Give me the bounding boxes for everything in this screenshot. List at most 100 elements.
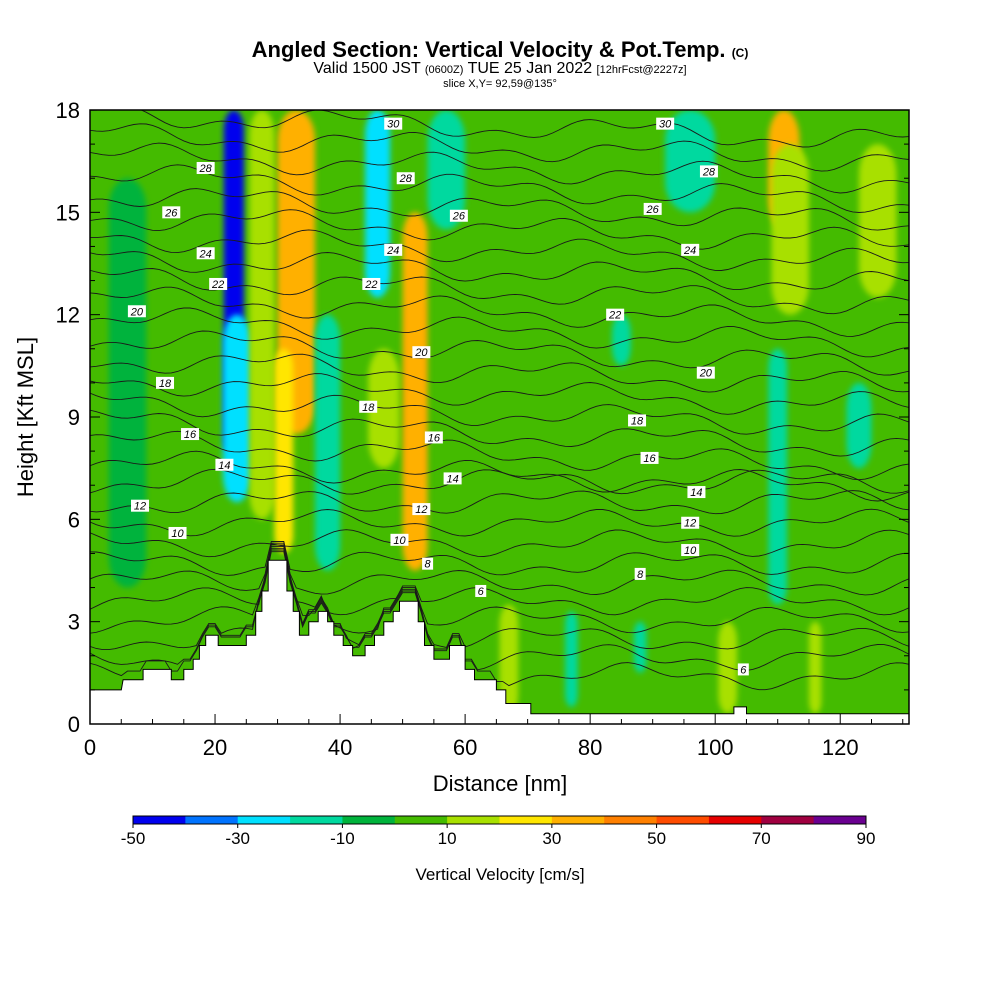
- velocity-cell-1: [222, 314, 251, 503]
- isotherm-label-24: 14: [446, 473, 458, 485]
- isotherm-line-21: [90, 286, 909, 337]
- colorbar-swatch-2: [237, 816, 291, 824]
- chart-title: Angled Section: Vertical Velocity & Pot.…: [0, 37, 1000, 63]
- isotherm-label-bg-8: [196, 247, 215, 260]
- isotherm-line-16: [90, 392, 909, 435]
- isotherm-label-bg-21: [424, 431, 443, 444]
- y-axis: 0 3 6 9 12 15 18: [56, 98, 909, 737]
- isotherm-label-bg-13: [606, 308, 625, 321]
- isotherm-label-19: 18: [631, 415, 644, 427]
- isotherm-line-8: [90, 541, 909, 576]
- isotherm-label-29: 10: [171, 528, 184, 540]
- colorbar-swatch-5: [394, 816, 448, 824]
- valid-date: TUE 25 Jan 2022: [467, 60, 593, 77]
- y-tick-label-6: 6: [68, 507, 80, 532]
- isotherm-line-23: [90, 251, 909, 291]
- isotherm-label-28: 12: [684, 518, 696, 530]
- velocity-cell-19: [499, 604, 519, 714]
- isotherm-label-bg-20: [181, 428, 200, 441]
- isotherm-label-34: 6: [478, 586, 485, 598]
- velocity-cell-4: [274, 348, 294, 554]
- isotherm-label-21: 16: [428, 432, 441, 444]
- isotherm-label-18: 18: [362, 402, 375, 414]
- velocity-cell-21: [718, 621, 738, 714]
- isotherm-label-30: 10: [393, 535, 406, 547]
- isotherm-label-bg-17: [156, 376, 175, 389]
- isotherm-label-33: 8: [637, 569, 644, 581]
- colorbar-label: Vertical Velocity [cm/s]: [415, 865, 584, 884]
- x-tick-label-120: 120: [822, 735, 859, 760]
- isotherm-line-11: [90, 490, 909, 515]
- isotherm-line-20: [90, 307, 909, 358]
- isotherm-label-bg-12: [362, 277, 381, 290]
- isotherm-label-bg-7: [643, 202, 662, 215]
- chart-subtitle: Valid 1500 JST (0600Z) TUE 25 Jan 2022 […: [0, 60, 1000, 78]
- isotherm-label-bg-31: [681, 544, 700, 557]
- y-tick-label-18: 18: [56, 98, 80, 123]
- x-tick-label-20: 20: [203, 735, 227, 760]
- y-tick-label-3: 3: [68, 610, 80, 635]
- isotherm-label-15: 20: [414, 347, 428, 359]
- forecast-info: [12hrFcst@2227z]: [596, 64, 687, 76]
- isotherm-label-0: 30: [387, 119, 400, 131]
- chart-title-text: Angled Section: Vertical Velocity & Pot.…: [251, 37, 726, 62]
- x-tick-label-0: 0: [84, 735, 96, 760]
- isotherm-label-bg-19: [628, 414, 647, 427]
- y-tick-label-9: 9: [68, 405, 80, 430]
- isotherm-label-bg-35: [737, 663, 749, 676]
- colorbar-swatch-13: [813, 816, 867, 824]
- isotherm-label-bg-5: [162, 206, 181, 219]
- isotherm-line-29: [90, 123, 909, 172]
- isotherm-label-bg-14: [127, 305, 146, 318]
- isotherm-label-11: 22: [211, 279, 224, 291]
- velocity-cell-17: [846, 382, 872, 469]
- isotherm-label-bg-23: [215, 458, 234, 471]
- isotherm-line-3: [90, 549, 909, 671]
- colorbar-swatch-1: [185, 816, 239, 824]
- isotherm-label-5: 26: [164, 207, 178, 219]
- velocity-cell-5: [315, 314, 341, 571]
- colorbar-swatch-8: [551, 816, 605, 824]
- isotherm-label-12: 22: [364, 279, 377, 291]
- velocity-cell-13: [771, 144, 809, 315]
- colorbar-tick-label--10: -10: [330, 829, 355, 848]
- isotherm-label-9: 24: [386, 245, 399, 257]
- isotherm-label-10: 24: [683, 245, 696, 257]
- isotherm-label-22: 16: [643, 453, 656, 465]
- x-tick-label-80: 80: [578, 735, 602, 760]
- isotherm-label-1: 30: [659, 119, 672, 131]
- y-tick-label-12: 12: [56, 303, 80, 328]
- colorbar-tick-label-50: 50: [647, 829, 666, 848]
- isotherm-label-bg-0: [384, 117, 403, 130]
- isotherm-label-bg-25: [687, 486, 706, 499]
- isotherm-line-17: [90, 373, 909, 415]
- isotherm-label-bg-15: [412, 346, 431, 359]
- y-axis-label: Height [Kft MSL]: [13, 337, 38, 497]
- velocity-cell-22: [808, 621, 822, 714]
- x-axis-label: Distance [nm]: [433, 771, 568, 796]
- isotherm-line-6: [90, 544, 909, 616]
- velocity-cell-14: [858, 144, 897, 298]
- isotherm-label-bg-29: [168, 526, 187, 539]
- isotherm-line-10: [90, 508, 909, 537]
- isotherm-label-bg-10: [681, 243, 700, 256]
- colorbar-swatch-10: [656, 816, 710, 824]
- isotherm-label-bg-28: [681, 516, 700, 529]
- colorbar-swatch-4: [342, 816, 396, 824]
- isotherm-label-31: 10: [684, 545, 697, 557]
- colorbar-swatch-0: [133, 816, 186, 824]
- slice-info: slice X,Y= 92,59@135°: [443, 78, 557, 90]
- y-tick-label-0: 0: [68, 712, 80, 737]
- isotherm-label-27: 12: [415, 504, 427, 516]
- isotherm-label-4: 28: [702, 166, 716, 178]
- isotherm-line-7: [90, 542, 909, 596]
- isotherm-label-bg-26: [131, 499, 150, 512]
- isotherm-label-bg-4: [699, 165, 718, 178]
- isotherm-label-23: 14: [218, 460, 230, 472]
- isotherm-line-4: [90, 547, 909, 651]
- isotherm-label-bg-27: [412, 503, 431, 516]
- plot-area: 30 30 28 28 28 26 26 26 24 24 24 22 22 22 20 20 20 18 18 18…: [90, 110, 909, 724]
- colorbar-swatch-6: [447, 816, 500, 824]
- isotherm-line-24: [90, 229, 909, 271]
- isotherm-label-8: 24: [199, 248, 212, 260]
